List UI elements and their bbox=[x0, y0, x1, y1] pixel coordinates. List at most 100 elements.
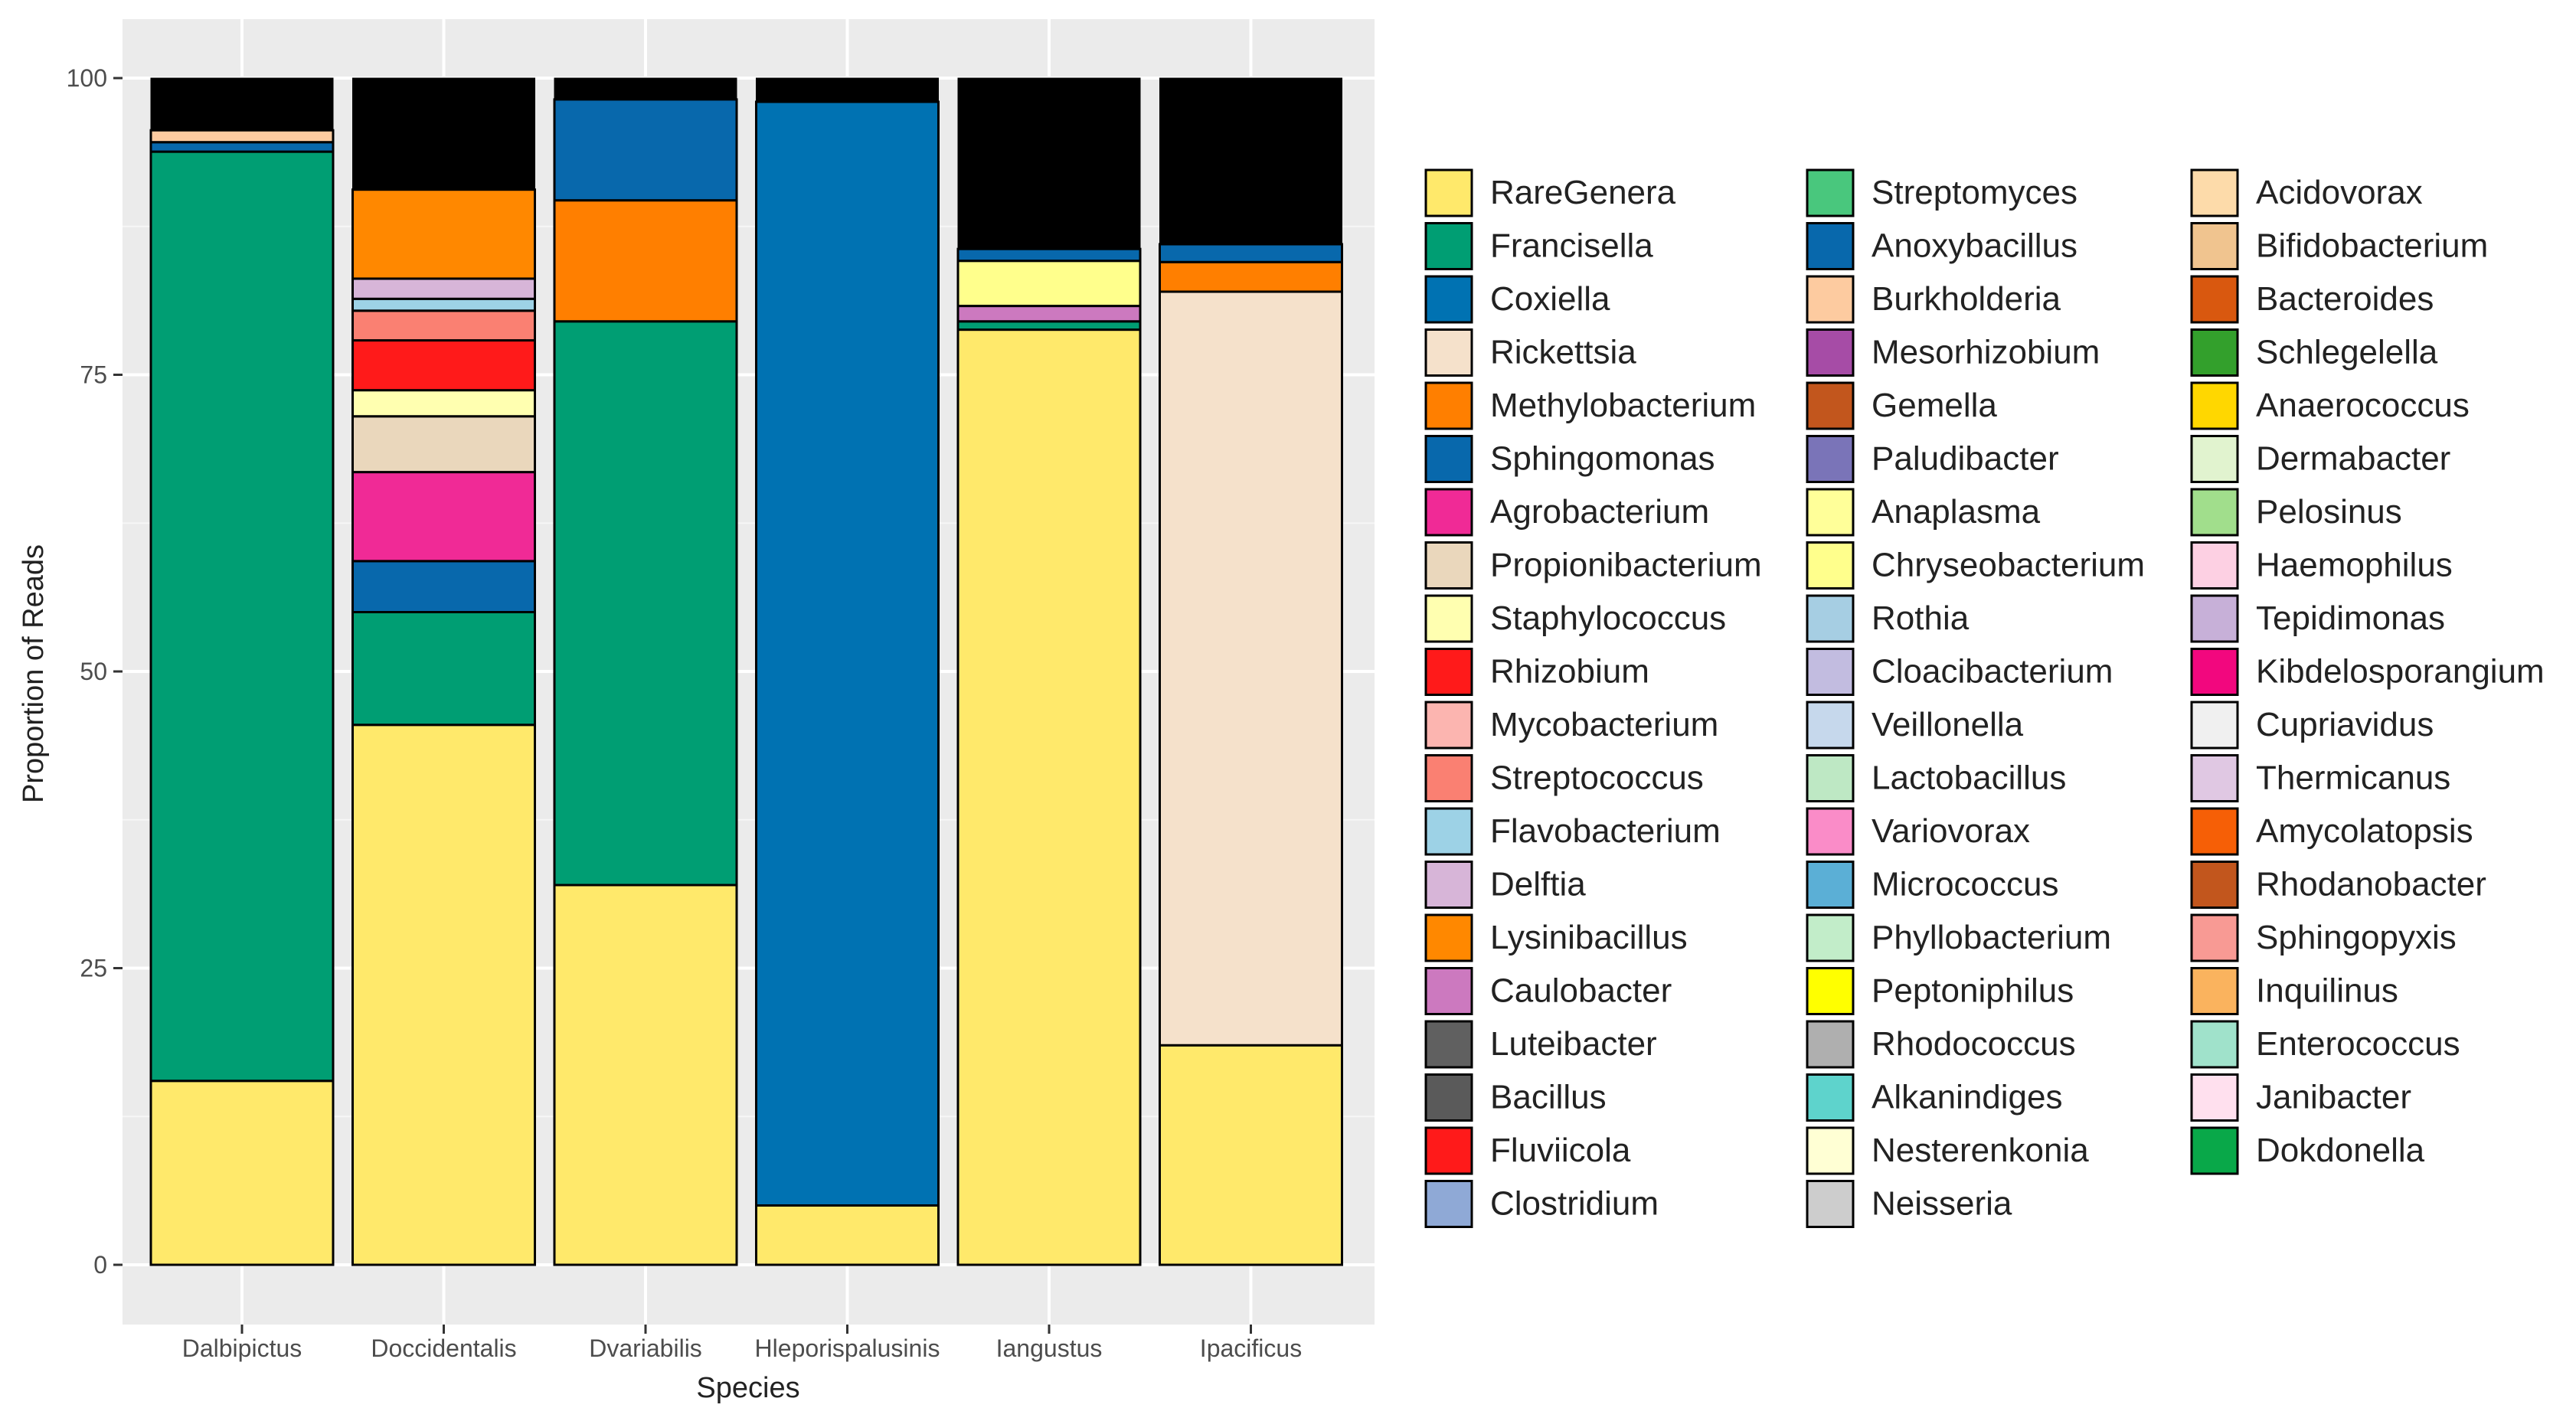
legend-swatch bbox=[1806, 1020, 1855, 1069]
legend-item: Cupriavidus bbox=[2190, 701, 2434, 750]
legend-swatch bbox=[1806, 488, 1855, 537]
legend-label: Lysinibacillus bbox=[1490, 919, 1688, 956]
bar-segment-Propionibacterium bbox=[351, 415, 536, 474]
y-tick-label: 50 bbox=[80, 658, 107, 685]
legend-swatch bbox=[2190, 754, 2239, 802]
legend-swatch bbox=[1424, 381, 1473, 430]
legend-label: Bacteroides bbox=[2256, 280, 2434, 318]
legend-swatch bbox=[2190, 435, 2239, 483]
bar-segment-Delftia bbox=[351, 277, 536, 300]
legend-item: Gemella bbox=[1806, 381, 1997, 430]
bar-stack-Ipacificus bbox=[1159, 77, 1343, 1266]
legend-label: Alkanindiges bbox=[1872, 1079, 2063, 1116]
legend-swatch bbox=[1806, 1180, 1855, 1228]
x-tick-label: Hleporispalusinis bbox=[755, 1334, 940, 1362]
legend-label: Paludibacter bbox=[1872, 440, 2059, 478]
legend-item: Janibacter bbox=[2190, 1073, 2411, 1122]
legend-swatch bbox=[2190, 648, 2239, 696]
legend-label: Peptoniphilus bbox=[1872, 972, 2074, 1010]
legend-swatch bbox=[1424, 488, 1473, 537]
legend-swatch bbox=[2190, 861, 2239, 909]
legend-swatch bbox=[1806, 701, 1855, 750]
legend-item: Mycobacterium bbox=[1424, 701, 1718, 750]
bar-segment-Agrobacterium bbox=[351, 471, 536, 563]
legend-label: Fluviicola bbox=[1490, 1132, 1631, 1169]
legend-label: Lactobacillus bbox=[1872, 760, 2066, 797]
legend-swatch bbox=[1424, 435, 1473, 483]
legend-item: Luteibacter bbox=[1424, 1020, 1657, 1069]
legend-item: Tepidimonas bbox=[2190, 594, 2445, 643]
legend-label: Enterococcus bbox=[2256, 1025, 2460, 1063]
legend-swatch bbox=[1424, 861, 1473, 909]
legend-label: Bifidobacterium bbox=[2256, 227, 2488, 265]
legend-item: Nesterenkonia bbox=[1806, 1126, 2089, 1175]
legend-item: Sphingopyxis bbox=[2190, 913, 2457, 962]
legend-swatch bbox=[1806, 275, 1855, 324]
legend-item: Rickettsia bbox=[1424, 328, 1636, 377]
legend-label: Rhodococcus bbox=[1872, 1025, 2076, 1063]
legend-item: Clostridium bbox=[1424, 1180, 1659, 1228]
legend-swatch bbox=[2190, 222, 2239, 270]
legend-item: Phyllobacterium bbox=[1806, 913, 2111, 962]
legend-item: Chryseobacterium bbox=[1806, 541, 2145, 590]
legend-label: Pelosinus bbox=[2256, 493, 2402, 531]
legend-item: Peptoniphilus bbox=[1806, 967, 2074, 1015]
x-tick-label: Doccidentalis bbox=[371, 1334, 516, 1362]
legend-label: Variovorax bbox=[1872, 812, 2030, 850]
legend-item: Rhodococcus bbox=[1806, 1020, 2076, 1069]
legend-swatch bbox=[2190, 807, 2239, 856]
legend-item: Veillonella bbox=[1806, 701, 2024, 750]
legend-swatch bbox=[1424, 913, 1473, 962]
bar-segment-Sphingomonas bbox=[1159, 243, 1343, 263]
legend-swatch bbox=[2190, 594, 2239, 643]
legend-item: Lactobacillus bbox=[1806, 754, 2066, 802]
x-tick-label: Dalbipictus bbox=[182, 1334, 302, 1362]
legend-swatch bbox=[1806, 807, 1855, 856]
legend-item: Streptococcus bbox=[1424, 754, 1704, 802]
bar-segment-Francisella bbox=[553, 320, 738, 887]
y-axis-title: Proportion of Reads bbox=[18, 544, 50, 803]
legend-label: Schlegelella bbox=[2256, 334, 2438, 371]
legend-item: RareGenera bbox=[1424, 168, 1676, 217]
bar-stack-Doccidentalis bbox=[351, 77, 536, 1266]
bars-group bbox=[149, 77, 1343, 1266]
legend-label: Gemella bbox=[1872, 387, 1997, 424]
bar-segment-Sphingomonas bbox=[351, 560, 536, 613]
legend-label: Veillonella bbox=[1872, 706, 2024, 743]
legend-label: Mycobacterium bbox=[1490, 706, 1718, 743]
legend-swatch bbox=[2190, 1020, 2239, 1069]
legend-swatch bbox=[1806, 1126, 1855, 1175]
legend-label: Sphingomonas bbox=[1490, 440, 1715, 478]
legend-item: Sphingomonas bbox=[1424, 435, 1715, 483]
bar-segment-Other bbox=[756, 77, 939, 103]
legend-item: Fluviicola bbox=[1424, 1126, 1631, 1175]
legend-item: Anaerococcus bbox=[2190, 381, 2470, 430]
legend-swatch bbox=[1806, 913, 1855, 962]
legend-item: Paludibacter bbox=[1806, 435, 2059, 483]
legend-label: Anaplasma bbox=[1872, 493, 2041, 531]
legend-label: Dermabacter bbox=[2256, 440, 2450, 478]
legend-item: Lysinibacillus bbox=[1424, 913, 1688, 962]
legend-label: Dokdonella bbox=[2256, 1132, 2425, 1169]
legend-label: Coxiella bbox=[1490, 280, 1610, 318]
legend-item: Staphylococcus bbox=[1424, 594, 1726, 643]
legend-item: Coxiella bbox=[1424, 275, 1610, 324]
legend-swatch bbox=[2190, 1126, 2239, 1175]
legend-swatch bbox=[2190, 541, 2239, 590]
legend-label: Rhodanobacter bbox=[2256, 866, 2486, 903]
legend-swatch bbox=[1806, 541, 1855, 590]
legend-swatch bbox=[1806, 435, 1855, 483]
bar-stack-Dalbipictus bbox=[149, 77, 335, 1266]
legend-label: Anoxybacillus bbox=[1872, 227, 2077, 265]
legend-label: Staphylococcus bbox=[1490, 599, 1726, 637]
legend-swatch bbox=[1424, 1180, 1473, 1228]
legend-item: Methylobacterium bbox=[1424, 381, 1756, 430]
legend-swatch bbox=[2190, 701, 2239, 750]
legend-label: Francisella bbox=[1490, 227, 1653, 265]
bar-segment-RareGenera bbox=[956, 328, 1142, 1266]
legend-label: Cloacibacterium bbox=[1872, 653, 2113, 691]
legend-swatch bbox=[1424, 168, 1473, 217]
legend-label: Nesterenkonia bbox=[1872, 1132, 2089, 1169]
legend-label: Neisseria bbox=[1872, 1185, 2012, 1223]
